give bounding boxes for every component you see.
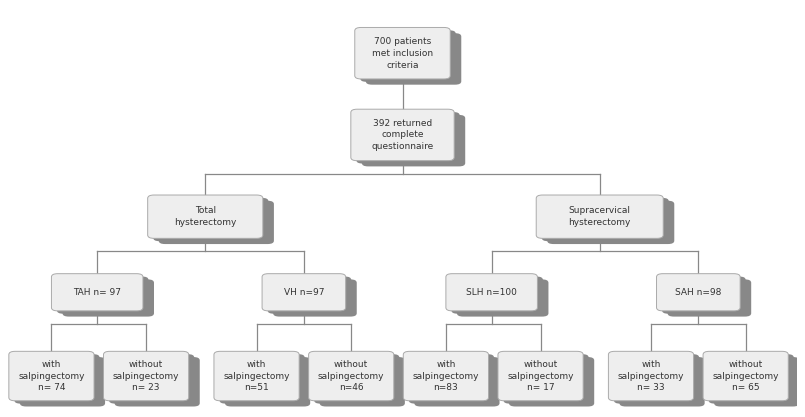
- FancyBboxPatch shape: [657, 274, 740, 311]
- Text: Total
hysterectomy: Total hysterectomy: [174, 206, 237, 227]
- FancyBboxPatch shape: [614, 354, 699, 404]
- Text: with
salpingectomy
n= 74: with salpingectomy n= 74: [19, 360, 85, 392]
- FancyBboxPatch shape: [267, 276, 351, 314]
- Text: VH n=97: VH n=97: [283, 288, 324, 297]
- Text: 392 returned
complete
questionnaire: 392 returned complete questionnaire: [371, 119, 434, 151]
- FancyBboxPatch shape: [357, 112, 460, 163]
- FancyBboxPatch shape: [714, 357, 799, 407]
- FancyBboxPatch shape: [536, 195, 663, 239]
- FancyBboxPatch shape: [542, 198, 669, 241]
- FancyBboxPatch shape: [415, 357, 500, 407]
- Text: with
salpingectomy
n=83: with salpingectomy n=83: [413, 360, 479, 392]
- FancyBboxPatch shape: [153, 198, 268, 241]
- FancyBboxPatch shape: [452, 276, 543, 314]
- FancyBboxPatch shape: [609, 352, 694, 401]
- Text: with
salpingectomy
n= 33: with salpingectomy n= 33: [617, 360, 684, 392]
- FancyBboxPatch shape: [9, 352, 94, 401]
- FancyBboxPatch shape: [262, 274, 345, 311]
- FancyBboxPatch shape: [314, 354, 399, 404]
- FancyBboxPatch shape: [362, 115, 465, 166]
- FancyBboxPatch shape: [308, 352, 394, 401]
- Text: without
salpingectomy
n= 65: without salpingectomy n= 65: [712, 360, 779, 392]
- FancyBboxPatch shape: [225, 357, 310, 407]
- FancyBboxPatch shape: [273, 279, 357, 317]
- FancyBboxPatch shape: [220, 354, 304, 404]
- FancyBboxPatch shape: [63, 279, 154, 317]
- FancyBboxPatch shape: [20, 357, 105, 407]
- FancyBboxPatch shape: [52, 274, 143, 311]
- FancyBboxPatch shape: [403, 352, 489, 401]
- FancyBboxPatch shape: [409, 354, 494, 404]
- FancyBboxPatch shape: [159, 201, 274, 244]
- FancyBboxPatch shape: [446, 274, 538, 311]
- Text: without
salpingectomy
n=46: without salpingectomy n=46: [318, 360, 385, 392]
- FancyBboxPatch shape: [351, 109, 454, 161]
- FancyBboxPatch shape: [619, 357, 704, 407]
- Text: with
salpingectomy
n=51: with salpingectomy n=51: [223, 360, 290, 392]
- FancyBboxPatch shape: [503, 354, 588, 404]
- FancyBboxPatch shape: [662, 276, 745, 314]
- FancyBboxPatch shape: [104, 352, 188, 401]
- FancyBboxPatch shape: [57, 276, 148, 314]
- FancyBboxPatch shape: [147, 195, 263, 239]
- FancyBboxPatch shape: [114, 357, 200, 407]
- FancyBboxPatch shape: [509, 357, 594, 407]
- FancyBboxPatch shape: [703, 352, 788, 401]
- FancyBboxPatch shape: [498, 352, 583, 401]
- FancyBboxPatch shape: [214, 352, 299, 401]
- FancyBboxPatch shape: [361, 30, 456, 82]
- FancyBboxPatch shape: [547, 201, 675, 244]
- Text: SAH n=98: SAH n=98: [675, 288, 721, 297]
- FancyBboxPatch shape: [109, 354, 194, 404]
- Text: SLH n=100: SLH n=100: [466, 288, 517, 297]
- FancyBboxPatch shape: [320, 357, 405, 407]
- FancyBboxPatch shape: [365, 33, 461, 85]
- FancyBboxPatch shape: [708, 354, 794, 404]
- Text: Supracervical
hysterectomy: Supracervical hysterectomy: [568, 206, 631, 227]
- Text: TAH n= 97: TAH n= 97: [73, 288, 122, 297]
- Text: without
salpingectomy
n= 17: without salpingectomy n= 17: [507, 360, 574, 392]
- FancyBboxPatch shape: [457, 279, 548, 317]
- FancyBboxPatch shape: [14, 354, 100, 404]
- Text: 700 patients
met inclusion
criteria: 700 patients met inclusion criteria: [372, 37, 433, 70]
- Text: without
salpingectomy
n= 23: without salpingectomy n= 23: [113, 360, 180, 392]
- FancyBboxPatch shape: [667, 279, 751, 317]
- FancyBboxPatch shape: [355, 28, 450, 79]
